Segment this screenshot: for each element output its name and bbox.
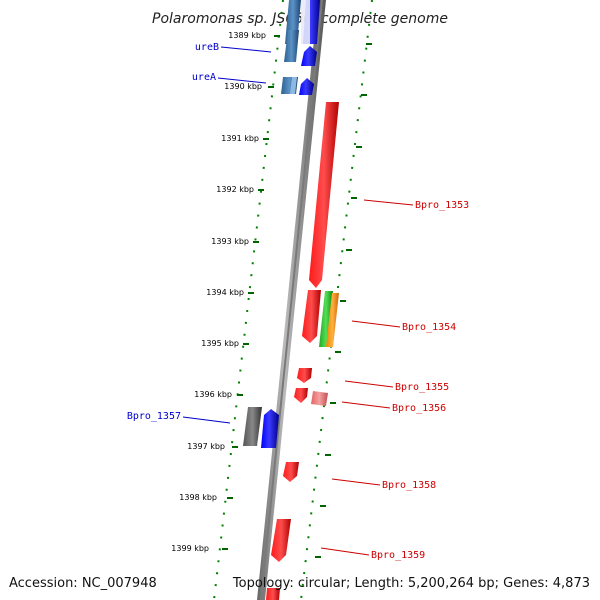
gene-Bpro_1357[interactable]	[243, 407, 279, 448]
label-ureA[interactable]: ureA	[192, 72, 267, 84]
left-dotted-guide	[213, 0, 284, 600]
svg-text:1399 kbp: 1399 kbp	[171, 544, 209, 553]
svg-text:1398 kbp: 1398 kbp	[179, 493, 217, 502]
tick-1390: 1390 kbp	[224, 82, 274, 91]
tick-1397: 1397 kbp	[187, 442, 238, 451]
svg-text:1395 kbp: 1395 kbp	[201, 339, 239, 348]
svg-text:Bpro_1354: Bpro_1354	[402, 322, 456, 333]
gene-Bpro_1356[interactable]	[294, 388, 328, 406]
svg-text:Bpro_1356: Bpro_1356	[392, 403, 446, 414]
tick-1394: 1394 kbp	[206, 288, 254, 297]
tick-1391: 1391 kbp	[221, 134, 269, 143]
tick-1398: 1398 kbp	[179, 493, 233, 502]
label-Bpro_1353[interactable]: Bpro_1353	[363, 199, 469, 211]
svg-text:1392 kbp: 1392 kbp	[216, 185, 254, 194]
gene-Bpro_1359[interactable]	[271, 519, 291, 562]
tick-1392: 1392 kbp	[216, 185, 264, 194]
gene-Bpro_1358[interactable]	[283, 462, 299, 482]
tick-1395: 1395 kbp	[201, 339, 249, 348]
gene-Bpro_1353[interactable]	[309, 102, 339, 288]
label-Bpro_1356[interactable]: Bpro_1356	[341, 401, 446, 414]
genome-summary-text: Topology: circular; Length: 5,200,264 bp…	[232, 576, 590, 591]
label-Bpro_1358[interactable]: Bpro_1358	[331, 478, 436, 491]
svg-text:1397 kbp: 1397 kbp	[187, 442, 225, 451]
map-title: Polaromonas sp. JS666, complete genome	[152, 11, 448, 27]
svg-text:ureB: ureB	[195, 42, 219, 53]
label-ureB[interactable]: ureB	[195, 42, 272, 53]
svg-text:Bpro_1353: Bpro_1353	[415, 200, 469, 211]
genome-backbone	[257, 0, 326, 600]
svg-text:Bpro_1359: Bpro_1359	[371, 550, 425, 561]
tick-1389: 1389 kbp	[228, 31, 280, 40]
gene-Bpro_1354[interactable]	[302, 290, 339, 347]
label-Bpro_1354[interactable]: Bpro_1354	[351, 320, 456, 333]
gene-ureA[interactable]	[281, 77, 314, 95]
tick-1399: 1399 kbp	[171, 544, 228, 553]
svg-text:1393 kbp: 1393 kbp	[211, 237, 249, 246]
gene-Bpro_1355[interactable]	[297, 368, 312, 383]
gene-bottom-partial	[266, 588, 280, 600]
svg-text:1394 kbp: 1394 kbp	[206, 288, 244, 297]
label-Bpro_1357[interactable]: Bpro_1357	[127, 411, 231, 424]
svg-text:Bpro_1355: Bpro_1355	[395, 382, 449, 393]
svg-text:ureA: ureA	[192, 72, 216, 83]
svg-text:1396 kbp: 1396 kbp	[194, 390, 232, 399]
position-ticks: 1389 kbp 1390 kbp 1391 kbp 1392 kbp 1393…	[171, 31, 372, 558]
svg-text:1390 kbp: 1390 kbp	[224, 82, 262, 91]
tick-1393: 1393 kbp	[211, 237, 259, 246]
accession-text: Accession: NC_007948	[9, 576, 157, 591]
label-Bpro_1355[interactable]: Bpro_1355	[344, 380, 449, 393]
tick-1396: 1396 kbp	[194, 390, 243, 399]
svg-text:1389 kbp: 1389 kbp	[228, 31, 266, 40]
svg-text:Bpro_1358: Bpro_1358	[382, 480, 436, 491]
label-Bpro_1359[interactable]: Bpro_1359	[320, 547, 425, 561]
gene-ureB[interactable]	[284, 0, 320, 66]
svg-text:Bpro_1357: Bpro_1357	[127, 411, 181, 422]
svg-text:1391 kbp: 1391 kbp	[221, 134, 259, 143]
